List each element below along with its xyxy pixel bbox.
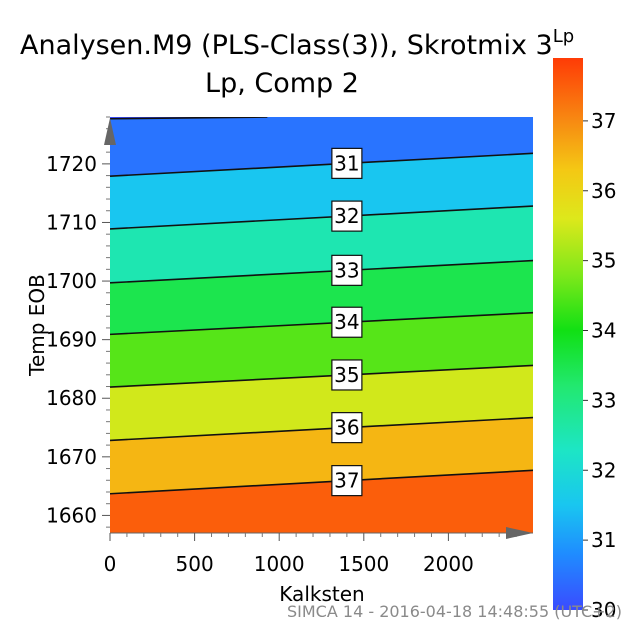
contour-band <box>110 260 533 335</box>
contour-label-box-37 <box>331 465 363 497</box>
contour-line-30 <box>110 117 268 120</box>
colorbar-tick-label: 35 <box>591 249 616 273</box>
colorbar-tick-label: 32 <box>591 458 616 482</box>
contour-label-box-35 <box>331 359 363 391</box>
x-tick-label: 1000 <box>254 552 305 576</box>
contour-band <box>110 470 533 533</box>
chart-title-text: Analysen.M9 (PLS-Class(3)), Skrotmix 3 <box>20 30 553 61</box>
contour-fill-bands <box>110 117 533 533</box>
footer-timestamp: SIMCA 14 - 2016-04-18 14:48:55 (UTC+2) <box>287 602 622 621</box>
contour-label-33: 33 <box>334 258 359 282</box>
y-tick-label: 1710 <box>46 210 97 234</box>
x-tick-label: 0 <box>104 552 117 576</box>
chart-title: Analysen.M9 (PLS-Class(3)), Skrotmix 3Lp <box>20 26 574 61</box>
colorbar-tick-label: 30 <box>591 598 616 622</box>
x-tick-label: 500 <box>176 552 214 576</box>
contour-band <box>110 117 533 177</box>
contour-label-32: 32 <box>334 204 359 228</box>
contour-line-31 <box>110 152 533 177</box>
contour-band <box>110 365 533 441</box>
colorbar-gradient <box>553 58 583 610</box>
y-axis-ticks: 1660 1670 1680 1690 1700 1710 1720 <box>46 116 110 528</box>
colorbar-tick-label: 34 <box>591 319 616 343</box>
colorbar-tick-label: 31 <box>591 528 616 552</box>
contour-line-32 <box>110 205 533 230</box>
x-tick-label: 2000 <box>423 552 474 576</box>
x-axis <box>109 532 533 540</box>
colorbar-tick-label: 36 <box>591 179 616 203</box>
contour-label-34: 34 <box>334 310 359 334</box>
colorbar: 30 31 32 33 34 35 36 37 <box>553 58 616 622</box>
contour-band <box>110 417 533 494</box>
y-tick-label: 1700 <box>46 269 97 293</box>
y-tick-label: 1660 <box>46 503 97 527</box>
chart-title-superscript: Lp <box>553 26 574 47</box>
contour-label-box-36 <box>331 412 363 444</box>
y-tick-label: 1720 <box>46 152 97 176</box>
colorbar-tick-label: 37 <box>591 109 616 133</box>
chart-subtitle: Lp, Comp 2 <box>205 68 359 99</box>
y-tick-label: 1690 <box>46 328 97 352</box>
y-tick-label: 1670 <box>46 445 97 469</box>
x-tick-label: 1500 <box>338 552 389 576</box>
contour-band-30 <box>110 117 268 119</box>
contour-label-31: 31 <box>334 151 359 175</box>
colorbar-tick-label: 33 <box>591 388 616 412</box>
contour-band <box>110 153 533 229</box>
contour-label-36: 36 <box>334 416 359 440</box>
y-axis-label: Temp EOB <box>25 274 49 377</box>
contour-label-37: 37 <box>334 469 359 493</box>
contour-line-35 <box>110 364 533 388</box>
contour-line-36 <box>110 416 533 442</box>
contour-label-box-32 <box>331 200 363 232</box>
x-axis-ticks: 0 500 1000 1500 2000 <box>104 533 517 576</box>
x-axis-label: Kalksten <box>279 582 364 606</box>
contour-label-box-31 <box>331 147 363 179</box>
contour-line-33 <box>110 259 533 284</box>
contour-label-box-34 <box>331 306 363 338</box>
contour-label-35: 35 <box>334 363 359 387</box>
contour-band <box>110 206 533 283</box>
contour-lines: 31 32 33 34 35 36 37 <box>110 117 533 497</box>
contour-line-34 <box>110 311 533 336</box>
y-tick-label: 1680 <box>46 386 97 410</box>
y-axis-arrow <box>104 118 116 145</box>
contour-label-box-33 <box>331 254 363 286</box>
contour-line-37 <box>110 469 533 495</box>
contour-band <box>110 312 533 388</box>
x-axis-arrow <box>506 527 533 539</box>
